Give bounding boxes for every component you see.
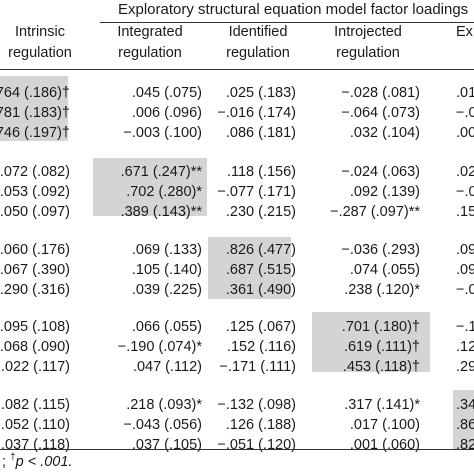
bottom-rule — [0, 449, 474, 450]
table-cell: .290 (.316) — [0, 282, 70, 298]
table-cell: .092 (.139) — [349, 184, 420, 200]
table-cell: .066 (.055) — [131, 319, 202, 335]
column-header: Introjected — [334, 24, 402, 40]
table-cell: −.064 (.073) — [341, 105, 420, 121]
column-header: Identified — [228, 24, 288, 40]
table-cell: .105 (.140) — [131, 262, 202, 278]
table-cell: .361 (.490) — [225, 282, 296, 298]
table-cell: .045 (.075) — [131, 85, 202, 101]
table-title: Exploratory structural equation model fa… — [118, 1, 469, 18]
table-cell: .09 — [456, 262, 474, 278]
table-cell: .001 (.060) — [349, 437, 420, 453]
table-cell: −.016 (.174) — [217, 105, 296, 121]
column-header: Intrinsic — [15, 24, 65, 40]
highlight-integrated — [93, 158, 207, 216]
table-cell: .047 (.112) — [132, 359, 202, 375]
table-cell: .118 (.156) — [226, 164, 296, 180]
table-cell: .230 (.215) — [225, 204, 296, 220]
table-cell: .317 (.141)* — [344, 397, 420, 413]
highlight-identified — [208, 237, 291, 299]
table-cell: .069 (.133) — [131, 242, 202, 258]
table-cell: .02 — [456, 164, 474, 180]
table-cell: .82 — [456, 437, 474, 453]
table-cell: .746 (.197)† — [0, 125, 70, 141]
table-cell: .022 (.117) — [0, 359, 70, 375]
table-cell: .09 — [456, 242, 474, 258]
footnote-text: p < .001. — [15, 453, 73, 470]
table-cell: .074 (.055) — [349, 262, 420, 278]
footnote-dagger: † — [10, 452, 16, 463]
table-cell: .025 (.183) — [225, 85, 296, 101]
table-cell: .826 (.477) — [225, 242, 296, 258]
column-header: Integrated — [117, 24, 183, 40]
header-rule — [0, 69, 474, 70]
table-cell: .068 (.090) — [0, 339, 70, 355]
table-cell: .15 — [456, 204, 474, 220]
table-cell: −.051 (.120) — [217, 437, 296, 453]
highlight-introjected — [312, 312, 430, 372]
table-cell: .619 (.111)† — [343, 339, 420, 355]
table-cell: .453 (.118)† — [342, 359, 420, 375]
table-cell: −.077 (.171) — [217, 184, 296, 200]
table-cell: −.003 (.100) — [123, 125, 202, 141]
table-cell: −.028 (.081) — [341, 85, 420, 101]
table-cell: .12 — [456, 339, 474, 355]
table-cell: .037 (.105) — [131, 437, 202, 453]
table-cell: −.053 (.092) — [0, 184, 70, 200]
column-header: regulation — [336, 45, 400, 61]
table-cell: .764 (.186)† — [0, 85, 70, 101]
table-cell: −.024 (.063) — [341, 164, 420, 180]
table-cell: .702 (.280)* — [126, 184, 202, 200]
table-cell: .86 — [456, 417, 474, 433]
table-cell: −.287 (.097)** — [330, 204, 420, 220]
table-cell: .032 (.104) — [349, 125, 420, 141]
table-cell: −.0 — [456, 184, 474, 200]
table-cell: .687 (.515) — [225, 262, 296, 278]
table-cell: .086 (.181) — [225, 125, 296, 141]
column-header: regulation — [226, 45, 290, 61]
table-cell: −.060 (.176) — [0, 242, 70, 258]
footnote-prefix: ; — [2, 453, 7, 470]
highlight-intrinsic — [0, 76, 68, 141]
table-cell: .29 — [456, 359, 474, 375]
table-cell: .050 (.097) — [0, 204, 70, 220]
table-cell: .34 — [456, 397, 474, 413]
table-cell: −.1 — [456, 319, 474, 335]
column-header: regulation — [8, 45, 72, 61]
table-cell: −.036 (.293) — [341, 242, 420, 258]
table-cell: −.0 — [456, 105, 474, 121]
table-footnote: ; †p < .001. — [2, 452, 72, 470]
table-cell: −.132 (.098) — [217, 397, 296, 413]
table-cell: .006 (.096) — [131, 105, 202, 121]
table-cell: .017 (.100) — [349, 417, 420, 433]
table-cell: −.0 — [456, 282, 474, 298]
table-cell: −.171 (.111) — [219, 359, 296, 375]
table-cell: .01 — [456, 85, 474, 101]
table-cell: .072 (.082) — [0, 164, 70, 180]
highlight-external — [453, 390, 474, 450]
table-cell: .152 (.116) — [226, 339, 296, 355]
table-cell: .701 (.180)† — [341, 319, 420, 335]
column-header: Ex — [456, 24, 473, 40]
table-cell: .238 (.120)* — [344, 282, 420, 298]
table-cell: .125 (.067) — [225, 319, 296, 335]
table-cell: −.043 (.056) — [123, 417, 202, 433]
table-cell: .067 (.390) — [0, 262, 70, 278]
table-cell: .126 (.188) — [225, 417, 296, 433]
table-cell: .671 (.247)** — [120, 164, 202, 180]
title-underline — [100, 22, 474, 23]
table-cell: .039 (.225) — [131, 282, 202, 298]
table-cell: .00 — [456, 125, 474, 141]
table-cell: −.190 (.074)* — [117, 339, 202, 355]
table-cell: −.095 (.108) — [0, 319, 70, 335]
table-cell: .389 (.143)** — [120, 204, 202, 220]
table-cell: .218 (.093)* — [126, 397, 202, 413]
table-cell: −.052 (.110) — [0, 417, 70, 433]
table-cell: .781 (.183)† — [0, 105, 70, 121]
table-cell: .082 (.115) — [0, 397, 70, 413]
column-header: regulation — [118, 45, 182, 61]
